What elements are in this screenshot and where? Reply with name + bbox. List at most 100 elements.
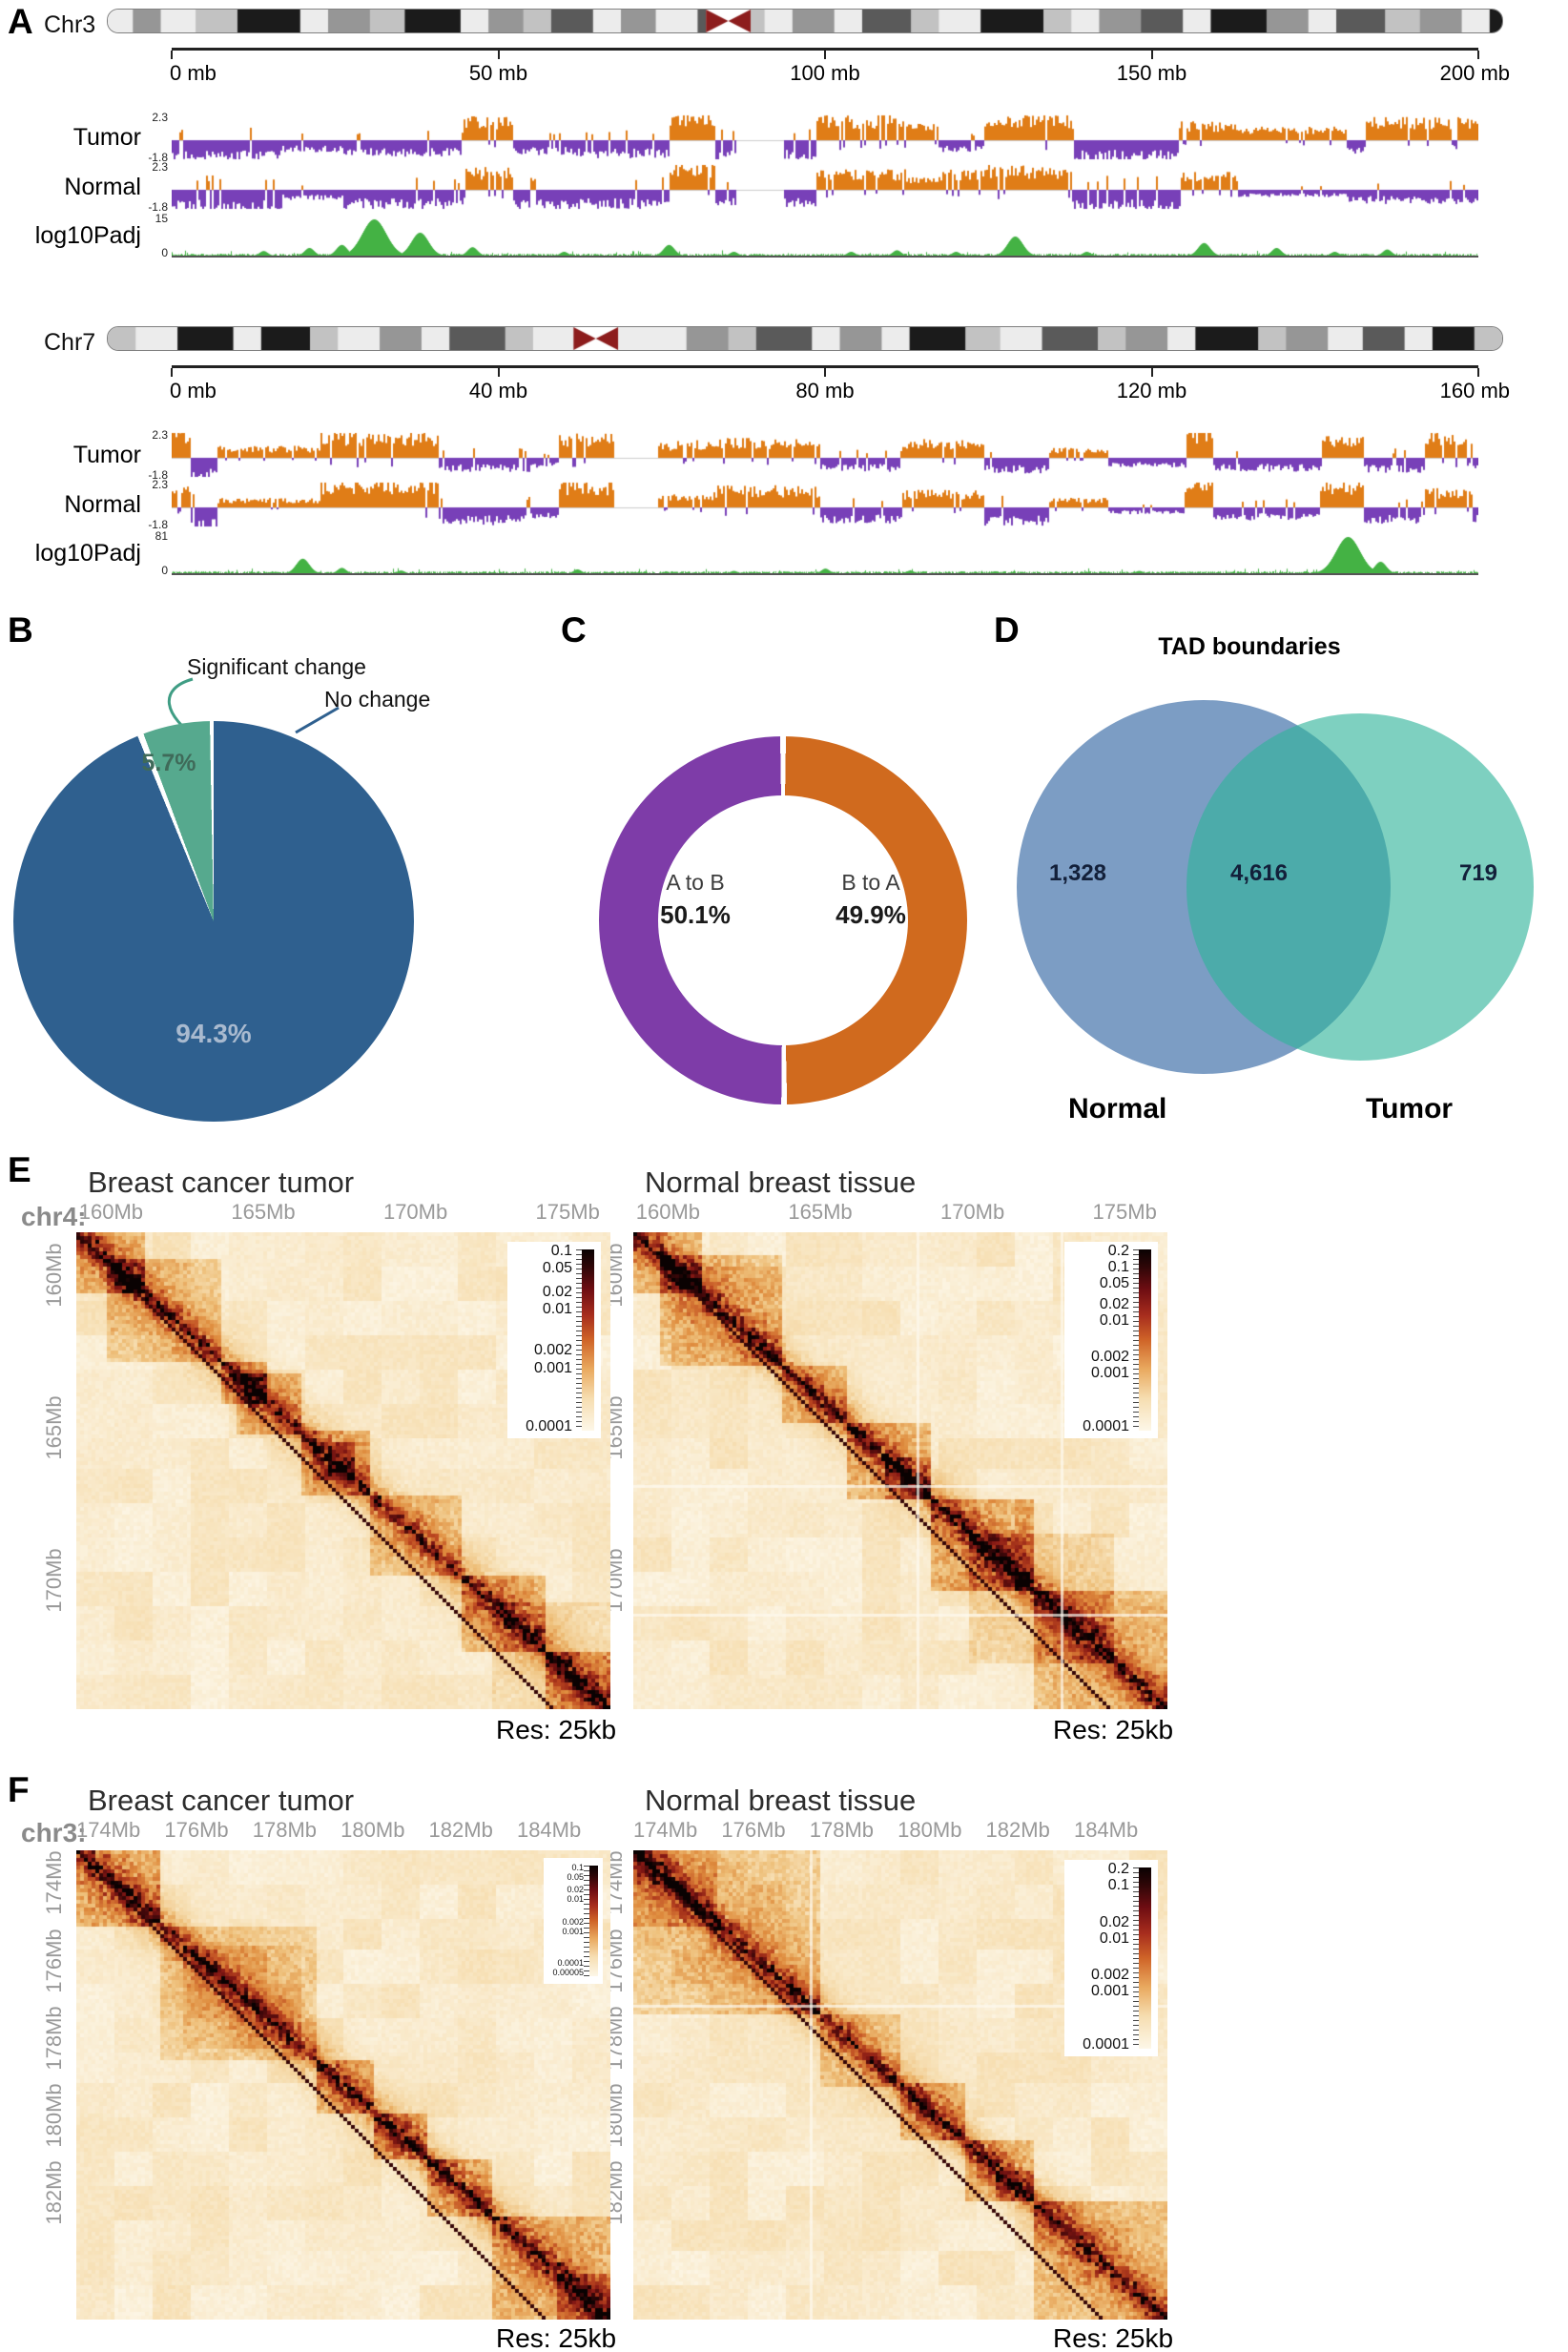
b-to-a-name: B to A [841,870,900,895]
colorbar-label: 0.002 [533,1342,572,1359]
chr3-log10padj-track [172,216,1478,258]
colorbar-label: 0.001 [562,1926,584,1936]
x-tick-label: 182Mb [985,1818,1050,1842]
colorbar-label: 0.02 [1099,1295,1129,1312]
x-tick-label: 175Mb [1092,1200,1157,1224]
colorbar-label: 0.2 [1107,1861,1129,1877]
x-tick-label: 184Mb [1073,1818,1139,1842]
ruler-tick [171,368,173,377]
colorbar-label: 0.002 [562,1916,584,1927]
tumor-map-title-chr4: Breast cancer tumor [88,1166,355,1199]
x-tick-label: 178Mb [252,1818,318,1842]
colorbar-label: 0.02 [542,1283,572,1300]
ruler-tick [1150,51,1153,59]
chr3-ideogram-canvas [108,10,1502,32]
y-tick-label: 178Mb [42,2006,66,2071]
colorbar-label: 0.01 [542,1301,572,1318]
hic-canvas-tumor-chr3 [76,1850,610,2320]
x-tick-label: 180Mb [340,1818,405,1842]
venn-normal-only-count: 1,328 [1048,860,1107,886]
normal-chr3-xticks: 174Mb 176Mb 178Mb 180Mb 182Mb 184Mb [633,1818,1167,1845]
x-tick-label: 170Mb [382,1200,448,1224]
venn-normal-label: Normal [1068,1093,1167,1124]
ruler-tick-label: 40 mb [468,379,528,402]
scale-max: 2.3 [152,111,168,124]
colorbar-normal-chr3: 0.2 0.1 0.02 0.01 0.002 0.001 0.0001 [1064,1860,1158,2056]
colorbar-label: 0.05 [542,1260,572,1277]
scale-min: 0 [161,564,168,577]
x-tick-label: 176Mb [721,1818,786,1842]
y-tick-label: 170Mb [42,1548,66,1613]
x-tick-label: 182Mb [428,1818,493,1842]
chr3-tumor-eigenvector-track [172,114,1478,160]
scale-max: 15 [155,212,168,225]
scale-min: -1.8 [148,200,168,214]
colorbar-tumor-chr4: 0.1 0.05 0.02 0.01 0.002 0.001 0.0001 [507,1242,601,1438]
ruler-tick-label: 80 mb [795,379,855,402]
chr3-normal-scale: 2.3 -1.8 [141,160,170,214]
chr7-ruler: 0 mb 40 mb 80 mb 120 mb 160 mb [170,365,1510,402]
colorbar-label: 0.05 [1099,1274,1129,1291]
chr7-pval-label: log10Padj [34,540,141,567]
resolution-label-normal-chr4: Res: 25kb [1053,1715,1174,1744]
x-tick-label: 165Mb [231,1200,296,1224]
colorbar-label: 0.001 [533,1359,572,1376]
colorbar-label: 0.0001 [1083,2036,1129,2053]
no-change-callout: No change [324,687,431,712]
venn-title: TAD boundaries [1158,633,1341,660]
colorbar-label: 0.05 [567,1872,584,1883]
hic-map-tumor-chr4: 0.1 0.05 0.02 0.01 0.002 0.001 0.0001 [76,1232,610,1709]
colorbar-ticks [1133,1867,1139,2049]
x-tick-label: 180Mb [897,1818,962,1842]
ruler-tick-label: 0 mb [170,61,217,85]
a-to-b-labels: A to B 50.1% [633,870,757,930]
x-tick-label: 176Mb [164,1818,229,1842]
a-to-b-name: A to B [666,870,725,895]
chr7-normal-eigenvector-track [172,482,1478,527]
colorbar-label: 0.1 [571,1863,584,1872]
ruler-tick-label: 120 mb [1116,379,1187,402]
chr7-normal-label: Normal [64,491,141,518]
tumor-map-title-chr3: Breast cancer tumor [88,1784,355,1817]
ruler-tick [1477,51,1479,59]
tumor-chr3-yticks: 174Mb 176Mb 178Mb 180Mb 182Mb [42,1850,67,2320]
colorbar-ticks [1133,1249,1139,1431]
chr3-pval-scale: 15 0 [141,212,170,259]
colorbar-label: 0.02 [1099,1913,1129,1930]
ruler-tick [497,368,500,377]
chr3-normal-eigenvector-track [172,164,1478,210]
scale-max: 81 [155,529,168,543]
x-tick-label: 170Mb [939,1200,1005,1224]
chr3-tag: chr3: [21,1818,87,1847]
chr3-normal-label: Normal [64,174,141,200]
y-tick-label: 182Mb [42,2160,66,2225]
tumor-chr4-yticks: 160Mb 165Mb 170Mb [42,1232,67,1709]
chr7-tumor-label: Tumor [72,442,141,468]
tumor-chr3-xticks: 174Mb 176Mb 178Mb 180Mb 182Mb 184Mb [76,1818,610,1845]
colorbar-label: 0.01 [1099,1929,1129,1947]
colorbar-label: 0.0001 [526,1418,572,1434]
scale-min: 0 [161,246,168,259]
colorbar-label: 0.2 [1107,1243,1129,1259]
significant-change-callout: Significant change [187,654,366,679]
chr3-name: Chr3 [44,11,96,38]
hic-map-tumor-chr3: 0.1 0.05 0.02 0.01 0.002 0.001 0.0001 0.00005 [76,1850,610,2320]
colorbar-label: 0.01 [567,1894,584,1905]
chr7-pval-scale: 81 0 [141,529,170,577]
colorbar-label: 0.0001 [1083,1418,1129,1434]
resolution-label-tumor-chr4: Res: 25kb [496,1715,617,1744]
x-tick-label: 174Mb [632,1818,698,1842]
panel-E-label: E [8,1150,31,1189]
donut-hole [658,795,908,1045]
b-to-a-pct: 49.9% [836,900,906,929]
panel-A-label: A [8,2,33,41]
chr7-normal-scale: 2.3 -1.8 [141,478,170,531]
resolution-label-tumor-chr3: Res: 25kb [496,2323,617,2352]
venn-diagram [1017,700,1534,1074]
colorbar-label: 0.0001 [557,1957,584,1968]
venn-overlap-count: 4,616 [1229,860,1289,886]
ruler-tick-label: 50 mb [468,61,528,85]
colorbar-gradient [1133,1249,1151,1431]
pie-chart: 5.7% 94.3% [13,721,414,1122]
venn-tumor-only-count: 719 [1458,860,1498,886]
